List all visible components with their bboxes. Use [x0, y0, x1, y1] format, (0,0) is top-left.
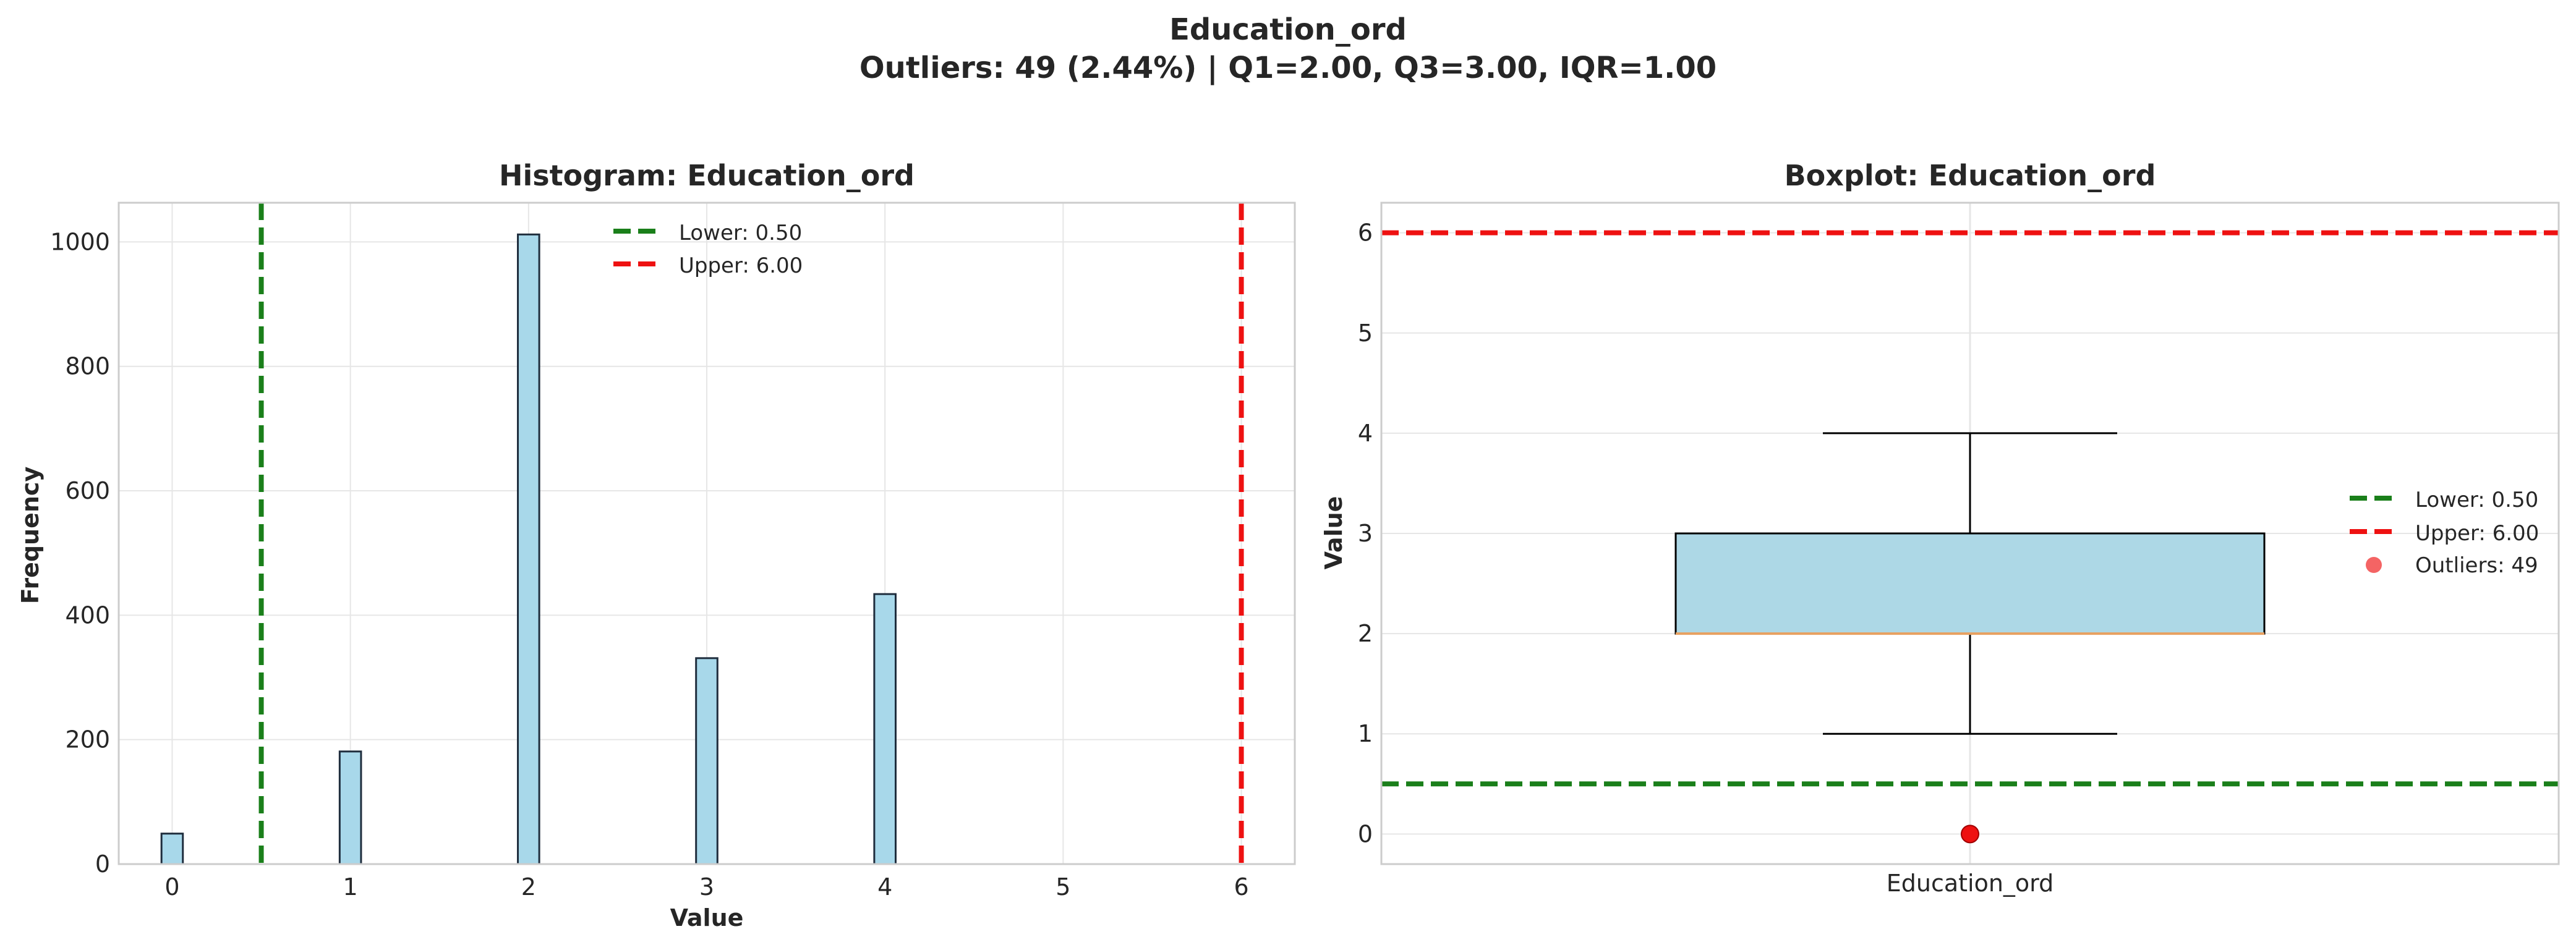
histogram-legend: Lower: 0.50 Upper: 6.00 — [613, 221, 803, 278]
histogram-y-axis-label: Frequency — [17, 467, 44, 604]
x-tick-label: 0 — [164, 873, 179, 901]
histogram-x-ticks: 0 1 2 3 4 5 6 — [164, 873, 1248, 901]
legend-upper-label: Upper: 6.00 — [2415, 521, 2539, 546]
y-tick-label: 3 — [1358, 520, 1373, 547]
boxplot-y-axis-label: Value — [1320, 496, 1347, 570]
y-tick-label: 6 — [1358, 219, 1373, 247]
x-tick-label: 5 — [1056, 873, 1070, 901]
legend-upper-label: Upper: 6.00 — [679, 253, 803, 278]
histogram-bar — [873, 593, 897, 865]
histogram-bar — [338, 750, 362, 865]
histogram-y-ticks: 0 200 400 600 800 1000 — [50, 228, 110, 878]
x-tick-label: 4 — [877, 873, 892, 901]
boxplot-legend: Lower: 0.50 Upper: 6.00 Outliers: 49 — [2350, 488, 2539, 578]
y-tick-label: 0 — [95, 850, 110, 878]
x-tick-label: 1 — [343, 873, 358, 901]
histogram-bar — [695, 657, 719, 865]
y-tick-label: 200 — [65, 726, 110, 753]
histogram-bar — [160, 833, 184, 865]
x-tick-label: 2 — [521, 873, 536, 901]
x-tick-label: 6 — [1234, 873, 1248, 901]
y-tick-label: 600 — [65, 477, 110, 504]
histogram-title: Histogram: Education_ord — [499, 159, 915, 192]
y-tick-label: 1000 — [50, 228, 110, 255]
boxplot-y-ticks: 0 1 2 3 4 5 6 — [1358, 219, 1373, 848]
boxplot-title: Boxplot: Education_ord — [1785, 159, 2156, 192]
histogram-frame — [117, 201, 1296, 865]
legend-lower-label: Lower: 0.50 — [679, 221, 802, 245]
y-tick-label: 1 — [1358, 720, 1373, 747]
boxplot-category-label: Education_ord — [1887, 870, 2054, 897]
histogram-x-axis-label: Value — [670, 904, 744, 931]
histogram-bar — [517, 233, 540, 865]
box-iqr — [1674, 532, 2266, 635]
y-tick-label: 2 — [1358, 620, 1373, 647]
x-tick-label: 3 — [699, 873, 714, 901]
y-tick-label: 400 — [65, 601, 110, 629]
histogram-reference-lines — [258, 203, 1244, 864]
legend-outlier-label: Outliers: 49 — [2415, 553, 2538, 578]
y-tick-label: 800 — [65, 353, 110, 380]
figure-title: Education_ord — [1169, 12, 1407, 47]
histogram-chart: Histogram: Education_ord 0 1 2 3 4 5 6 0 200 400… — [17, 159, 1296, 931]
boxplot-chart: Boxplot: Education_ord 0 1 2 3 4 5 6 Education… — [1320, 159, 2560, 897]
legend-outlier-swatch — [2366, 557, 2382, 573]
figure-subtitle: Outliers: 49 (2.44%) | Q1=2.00, Q3=3.00,… — [859, 51, 1717, 85]
y-tick-label: 0 — [1358, 820, 1373, 847]
y-tick-label: 5 — [1358, 320, 1373, 347]
legend-lower-label: Lower: 0.50 — [2415, 488, 2538, 512]
boxplot-reference-lines — [1381, 230, 2559, 844]
y-tick-label: 4 — [1358, 420, 1373, 447]
outlier-point — [1961, 825, 1979, 844]
boxplot-body — [1674, 432, 2266, 735]
boxplot-frame — [1380, 201, 2560, 865]
